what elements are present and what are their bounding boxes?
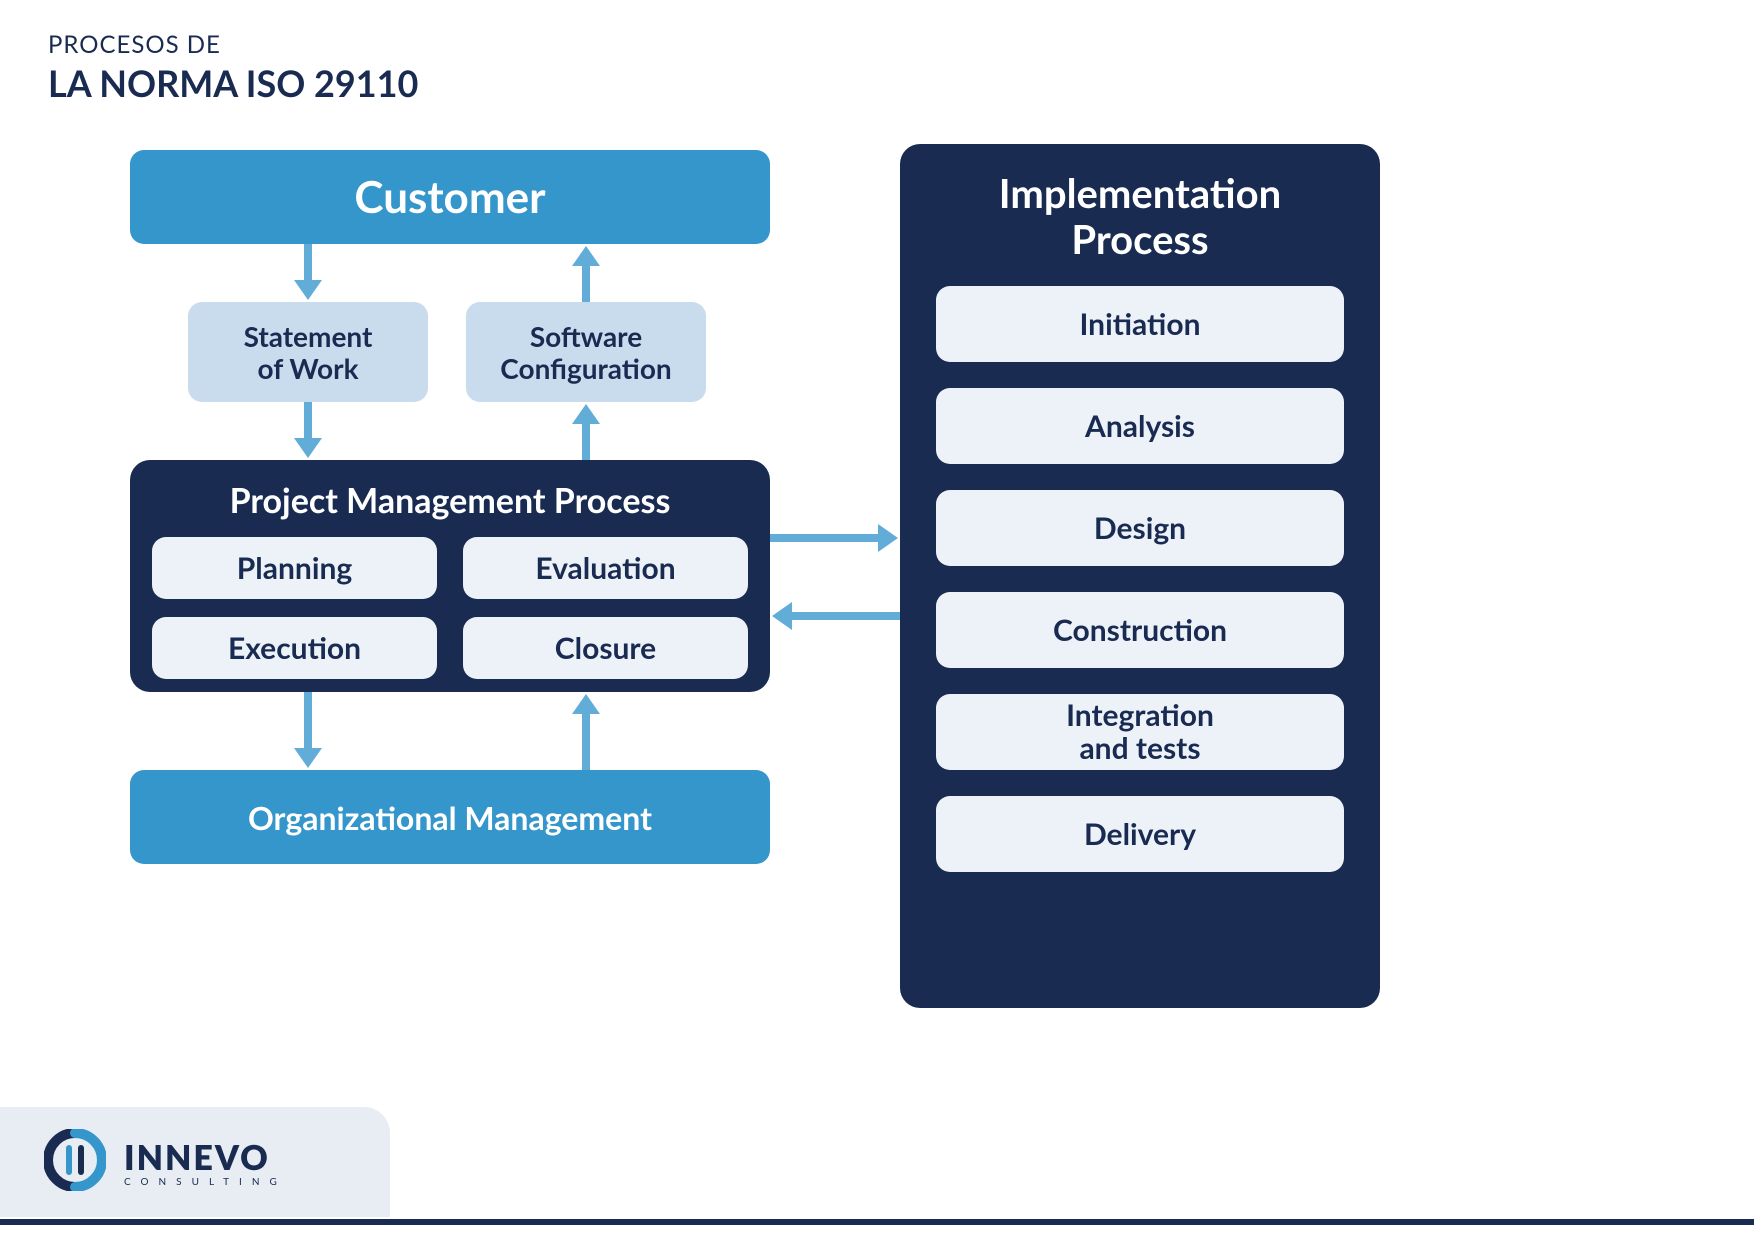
impl-pill-delivery: Delivery	[936, 796, 1344, 872]
pm-pill-planning: Planning	[152, 537, 437, 599]
impl-pill-design: Design	[936, 490, 1344, 566]
impl-title: Implementation Process	[936, 170, 1344, 262]
impl-pill-label: Delivery	[1084, 818, 1196, 851]
impl-pill-construction: Construction	[936, 592, 1344, 668]
pm-pill-label: Closure	[555, 630, 656, 666]
logo-bar: INNEVO CONSULTING	[0, 1107, 390, 1217]
impl-pill-label: Integration and tests	[1066, 699, 1214, 765]
logo-subtitle: CONSULTING	[124, 1176, 287, 1188]
page-header: PROCESOS DE LA NORMA ISO 29110	[48, 30, 418, 105]
impl-pill-label: Analysis	[1085, 410, 1195, 443]
logo-text: INNEVO CONSULTING	[124, 1137, 287, 1188]
pm-pill-label: Evaluation	[535, 550, 675, 586]
pm-pill-label: Execution	[228, 630, 361, 666]
node-customer-label: Customer	[354, 171, 545, 223]
impl-pill-label: Construction	[1053, 614, 1227, 647]
node-statement-of-work: Statement of Work	[188, 302, 428, 402]
header-title: LA NORMA ISO 29110	[48, 61, 418, 105]
node-sow-label: Statement of Work	[244, 320, 373, 384]
logo-icon	[44, 1129, 106, 1195]
impl-pill-list: Initiation Analysis Design Construction …	[936, 286, 1344, 978]
header-subtitle: PROCESOS DE	[48, 30, 418, 59]
pm-pill-execution: Execution	[152, 617, 437, 679]
pm-pill-evaluation: Evaluation	[463, 537, 748, 599]
logo: INNEVO CONSULTING	[44, 1129, 287, 1195]
node-customer: Customer	[130, 150, 770, 244]
pm-pill-grid: Planning Evaluation Execution Closure	[152, 537, 748, 679]
node-organizational-management: Organizational Management	[130, 770, 770, 864]
node-swconf-label: Software Configuration	[500, 320, 671, 384]
diagram-canvas: Customer Statement of Work Software Conf…	[130, 150, 1630, 1110]
node-implementation-process: Implementation Process Initiation Analys…	[900, 144, 1380, 1008]
pm-title: Project Management Process	[152, 480, 748, 521]
pm-pill-label: Planning	[237, 550, 352, 586]
footer-line	[0, 1219, 1754, 1225]
node-project-management: Project Management Process Planning Eval…	[130, 460, 770, 692]
impl-pill-integration: Integration and tests	[936, 694, 1344, 770]
impl-pill-label: Design	[1094, 512, 1186, 545]
impl-pill-label: Initiation	[1080, 308, 1201, 341]
pm-pill-closure: Closure	[463, 617, 748, 679]
node-org-label: Organizational Management	[248, 798, 652, 837]
logo-brand: INNEVO	[124, 1137, 287, 1178]
impl-pill-analysis: Analysis	[936, 388, 1344, 464]
node-software-configuration: Software Configuration	[466, 302, 706, 402]
impl-pill-initiation: Initiation	[936, 286, 1344, 362]
